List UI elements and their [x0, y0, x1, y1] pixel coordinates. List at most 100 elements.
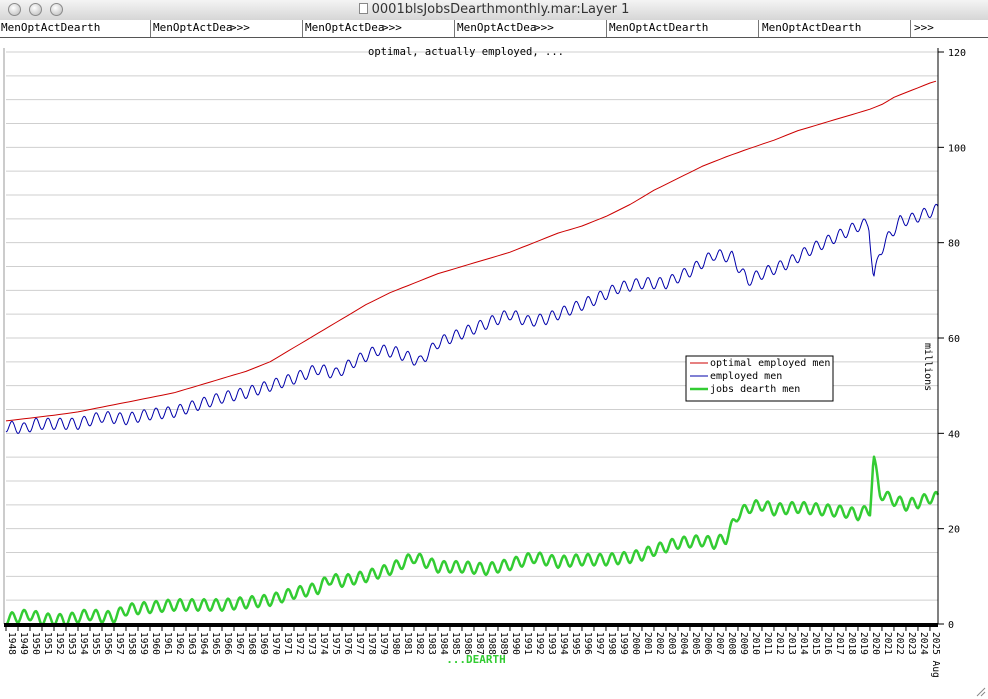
x-tick-label: 1972 — [294, 632, 305, 655]
x-tick-label: 1951 — [42, 632, 53, 655]
x-tick-label: 2025 Aug — [930, 632, 941, 678]
menu-separator — [606, 20, 607, 37]
window-title-text: 0001blsJobsDearthmonthly.mar:Layer 1 — [371, 2, 630, 17]
x-tick-label: 2019 — [858, 632, 869, 655]
x-tick-label: 2004 — [678, 632, 689, 655]
menu-separator — [302, 20, 303, 37]
x-tick-label: 1956 — [102, 632, 113, 655]
x-tick-label: 1975 — [330, 632, 341, 655]
x-tick-label: 1967 — [234, 632, 245, 655]
close-window-button[interactable] — [8, 3, 21, 16]
x-tick-label: 1979 — [378, 632, 389, 655]
x-tick-label: 1989 — [498, 632, 509, 655]
series-line-1 — [5, 203, 939, 434]
x-tick-label: 2014 — [798, 632, 809, 655]
chart-title: optimal, actually employed, ... — [368, 46, 564, 58]
x-tick-label: 1950 — [30, 632, 41, 655]
x-tick-label: 1977 — [354, 632, 365, 655]
x-tick-label: 1992 — [534, 632, 545, 655]
x-tick-label: 1963 — [186, 632, 197, 655]
x-tick-label: 1998 — [606, 632, 617, 655]
x-tick-label: 2018 — [846, 632, 857, 655]
x-axis-label: ...DEARTH — [446, 653, 506, 666]
x-tick-label: 1985 — [450, 632, 461, 655]
x-tick-label: 1959 — [138, 632, 149, 655]
menu-more-button[interactable]: >>> — [382, 21, 402, 34]
x-tick-label: 2007 — [714, 632, 725, 655]
y-tick-label: 120 — [948, 48, 966, 59]
x-tick-label: 1970 — [270, 632, 281, 655]
legend-box — [685, 355, 834, 402]
menu-series-selector[interactable]: MenOptActDearth — [1, 21, 101, 34]
x-tick-label: 2000 — [630, 632, 641, 655]
grid-lines — [6, 51, 938, 625]
y-tick-label: 60 — [948, 334, 960, 345]
x-tick-label: 2021 — [882, 632, 893, 655]
menu-more-button[interactable]: >>> — [534, 21, 554, 34]
x-tick-label: 2006 — [702, 632, 713, 655]
x-tick-label: 1984 — [438, 632, 449, 655]
resize-grip-icon[interactable] — [974, 685, 986, 697]
x-tick-label: 1988 — [486, 632, 497, 655]
x-tick-label: 1952 — [54, 632, 65, 655]
x-tick-label: 1986 — [462, 632, 473, 655]
x-tick-label: 1987 — [474, 632, 485, 655]
x-tick-label: 2024 — [918, 632, 929, 655]
x-tick-label: 1980 — [390, 632, 401, 655]
menu-more-button[interactable]: >>> — [230, 21, 250, 34]
x-tick-label: 1958 — [126, 632, 137, 655]
x-tick-label: 2008 — [726, 632, 737, 655]
x-tick-label: 1978 — [366, 632, 377, 655]
series-menubar: MenOptActDearth MenOptActDea >>> MenOptActD… — [0, 20, 988, 38]
minimize-window-button[interactable] — [29, 3, 42, 16]
menu-series-selector[interactable]: MenOptActDea — [305, 21, 385, 34]
x-tick-label: 2023 — [906, 632, 917, 655]
menu-separator — [454, 20, 455, 37]
menu-separator — [910, 20, 911, 37]
y-tick-label: 40 — [948, 429, 960, 440]
menu-series-selector[interactable]: MenOptActDea — [153, 21, 233, 34]
series-line-0 — [5, 80, 937, 422]
menu-more-button[interactable]: >>> — [914, 21, 934, 34]
x-tick-label: 1953 — [66, 632, 77, 655]
x-tick-label: 1957 — [114, 632, 125, 655]
menu-series-selector[interactable]: MenOptActDearth — [762, 21, 862, 34]
zoom-window-button[interactable] — [50, 3, 63, 16]
series-lines — [5, 80, 940, 628]
x-tick-label: 1964 — [198, 632, 209, 655]
x-tick-label: 2022 — [894, 632, 905, 655]
x-tick-label: 1966 — [222, 632, 233, 655]
x-tick-label: 1981 — [402, 632, 413, 655]
x-tick-label: 1965 — [210, 632, 221, 655]
legend-entry: optimal employed men — [710, 358, 830, 369]
x-tick-label: 2015 — [810, 632, 821, 655]
x-tick-label: 1974 — [318, 632, 329, 655]
x-tick-label: 1949 — [18, 632, 29, 655]
x-tick-label: 1969 — [258, 632, 269, 655]
menu-separator — [758, 20, 759, 37]
x-tick-label: 2011 — [762, 632, 773, 655]
menu-series-selector[interactable]: MenOptActDearth — [609, 21, 709, 34]
x-tick-label: 1982 — [414, 632, 425, 655]
x-tick-label: 1973 — [306, 632, 317, 655]
x-tick-label: 1961 — [162, 632, 173, 655]
x-tick-label: 1976 — [342, 632, 353, 655]
document-icon — [358, 3, 368, 14]
legend-entry: jobs dearth men — [710, 384, 800, 395]
series-line-2 — [5, 455, 940, 628]
y-axis-label: millions — [922, 343, 933, 391]
x-tick-label: 1997 — [594, 632, 605, 655]
x-tick-label: 1991 — [522, 632, 533, 655]
x-tick-label: 1948 — [6, 632, 17, 655]
window-title: 0001blsJobsDearthmonthly.mar:Layer 1 — [0, 2, 988, 17]
x-tick-label: 2012 — [774, 632, 785, 655]
window-titlebar[interactable]: 0001blsJobsDearthmonthly.mar:Layer 1 — [0, 0, 988, 21]
x-tick-label: 2003 — [666, 632, 677, 655]
x-tick-label: 2009 — [738, 632, 749, 655]
x-tick-label: 1983 — [426, 632, 437, 655]
x-tick-label: 1971 — [282, 632, 293, 655]
menu-series-selector[interactable]: MenOptActDea — [457, 21, 537, 34]
x-tick-label: 1996 — [582, 632, 593, 655]
